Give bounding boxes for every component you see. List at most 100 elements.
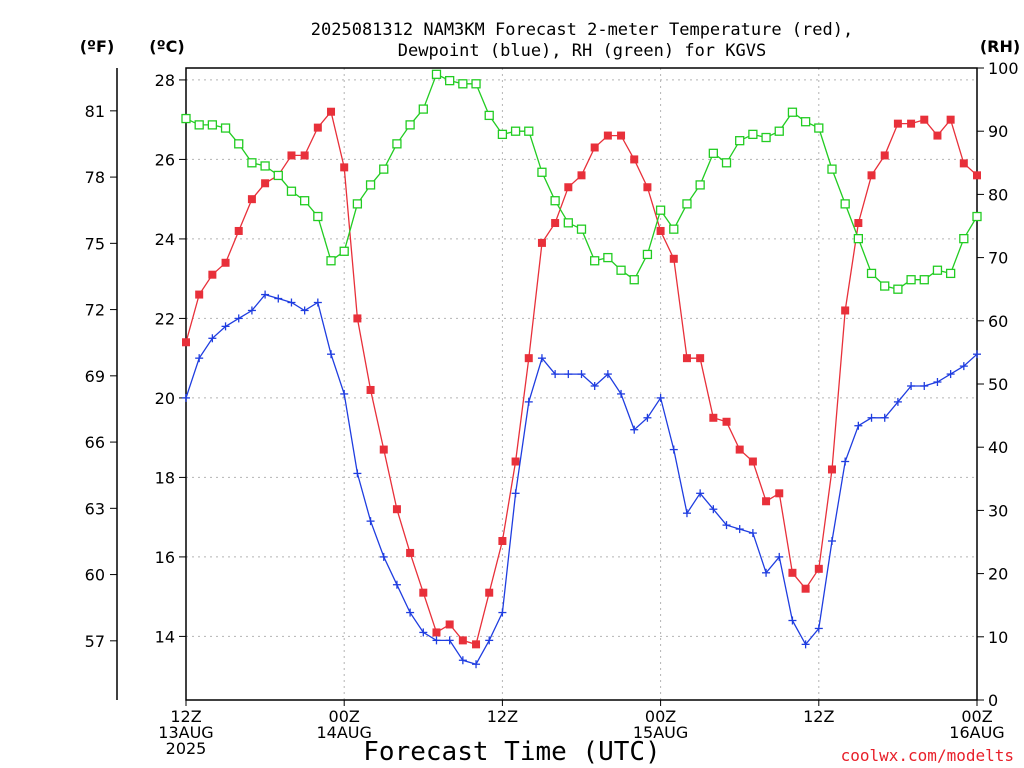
rh-point <box>972 211 982 222</box>
celsius-tick-label: 20 <box>155 389 175 408</box>
temperature-point <box>392 505 401 514</box>
rh-point <box>603 252 613 263</box>
series-rh <box>181 69 982 294</box>
rh-tick-label: 80 <box>988 185 1008 204</box>
rh-point <box>537 167 547 177</box>
rh-point <box>339 246 349 256</box>
fahrenheit-tick-label: 72 <box>85 301 105 320</box>
rh-point <box>748 129 758 140</box>
rh-point <box>827 164 837 174</box>
dewpoint-point <box>762 568 771 577</box>
temperature-point <box>247 195 256 204</box>
temperature-point <box>722 417 731 426</box>
dewpoint-point <box>630 425 639 434</box>
temperature-point <box>577 171 586 180</box>
dewpoint-point <box>643 413 652 422</box>
celsius-axis-unit: (ºC) <box>149 37 184 56</box>
dewpoint-point <box>722 521 731 530</box>
temperature-point <box>511 457 520 466</box>
fahrenheit-tick-label: 81 <box>85 102 105 121</box>
temperature-point <box>709 413 718 422</box>
rh-point <box>880 281 890 291</box>
temperature-point <box>524 354 533 363</box>
rh-point <box>576 224 587 234</box>
rh-point <box>550 196 560 206</box>
temperature-point <box>907 119 916 128</box>
temperature-point <box>775 489 784 498</box>
fahrenheit-tick-label: 75 <box>85 234 105 253</box>
rh-point <box>893 284 903 294</box>
rh-point <box>260 161 270 171</box>
temperature-point <box>762 497 771 506</box>
temperature-point <box>880 151 889 160</box>
dewpoint-point <box>775 552 784 561</box>
dewpoint-point <box>221 322 230 331</box>
temperature-point <box>735 445 744 454</box>
dewpoint-point <box>261 290 270 299</box>
rh-tick-label: 40 <box>988 438 1008 457</box>
dewpoint-point <box>274 294 283 303</box>
rh-point <box>524 126 534 136</box>
temperature-point <box>379 445 388 454</box>
dewpoint-point <box>511 489 520 498</box>
rh-tick-label: 70 <box>988 249 1008 268</box>
time-tick-label: 12Z <box>170 707 201 726</box>
rh-point <box>392 139 402 149</box>
rh-point <box>906 275 916 285</box>
dewpoint-point <box>524 397 533 406</box>
rh-point <box>669 224 679 234</box>
temperature-point <box>973 171 981 180</box>
dewpoint-point <box>748 529 757 538</box>
rh-point <box>932 265 943 275</box>
rh-tick-label: 10 <box>988 628 1008 647</box>
dewpoint-point <box>366 517 375 526</box>
celsius-tick-label: 14 <box>155 627 175 646</box>
temperature-point <box>920 115 929 124</box>
temperature-point <box>261 179 270 188</box>
temperature-point <box>551 219 560 228</box>
time-tick-label: 14AUG <box>316 723 371 742</box>
dewpoint-point <box>801 640 810 649</box>
rh-point <box>590 256 600 266</box>
rh-point <box>866 268 877 279</box>
dewpoint-point <box>617 389 626 398</box>
temperature-point <box>472 640 481 649</box>
rh-point <box>471 79 481 89</box>
temperature-point <box>617 131 626 140</box>
dewpoint-point <box>485 636 494 645</box>
rh-tick-label: 20 <box>988 565 1008 584</box>
series-layer <box>181 69 982 669</box>
celsius-tick-label: 26 <box>155 150 175 169</box>
dewpoint-point <box>551 370 560 379</box>
fahrenheit-tick-label: 63 <box>85 499 105 518</box>
rh-point <box>853 233 863 244</box>
dewpoint-point <box>920 381 929 390</box>
temperature-point <box>643 183 652 192</box>
rh-point <box>814 123 824 133</box>
rh-tick-label: 30 <box>988 501 1008 520</box>
temperature-point <box>682 354 691 363</box>
dewpoint-point <box>498 608 507 617</box>
dewpoint-point <box>432 636 441 645</box>
dewpoint-point <box>827 537 836 546</box>
dewpoint-point <box>656 393 665 402</box>
dewpoint-point <box>537 354 546 363</box>
temperature-point <box>406 548 415 557</box>
temperature-point <box>445 620 454 629</box>
chart-title-line1: 2025081312 NAM3KM Forecast 2-meter Tempe… <box>311 20 853 40</box>
chart-title-line2: Dewpoint (blue), RH (green) for KGVS <box>398 41 766 61</box>
temperature-point <box>208 270 217 279</box>
fahrenheit-tick-label: 57 <box>85 632 105 651</box>
celsius-tick-label: 24 <box>155 230 175 249</box>
rh-point <box>207 120 218 130</box>
time-tick-label: 16AUG <box>949 723 1004 742</box>
time-tick-label: 12Z <box>487 707 518 726</box>
rh-point <box>458 79 468 89</box>
rh-point <box>445 75 455 86</box>
temperature-point <box>788 568 797 577</box>
axes: 14 16 18 20 22 24 26 28 57 60 63 66 69 72 75 78 81 0 10 20 3… <box>85 59 1019 758</box>
temperature-point <box>801 584 810 593</box>
rh-point <box>313 211 323 222</box>
dewpoint-point <box>696 489 705 498</box>
